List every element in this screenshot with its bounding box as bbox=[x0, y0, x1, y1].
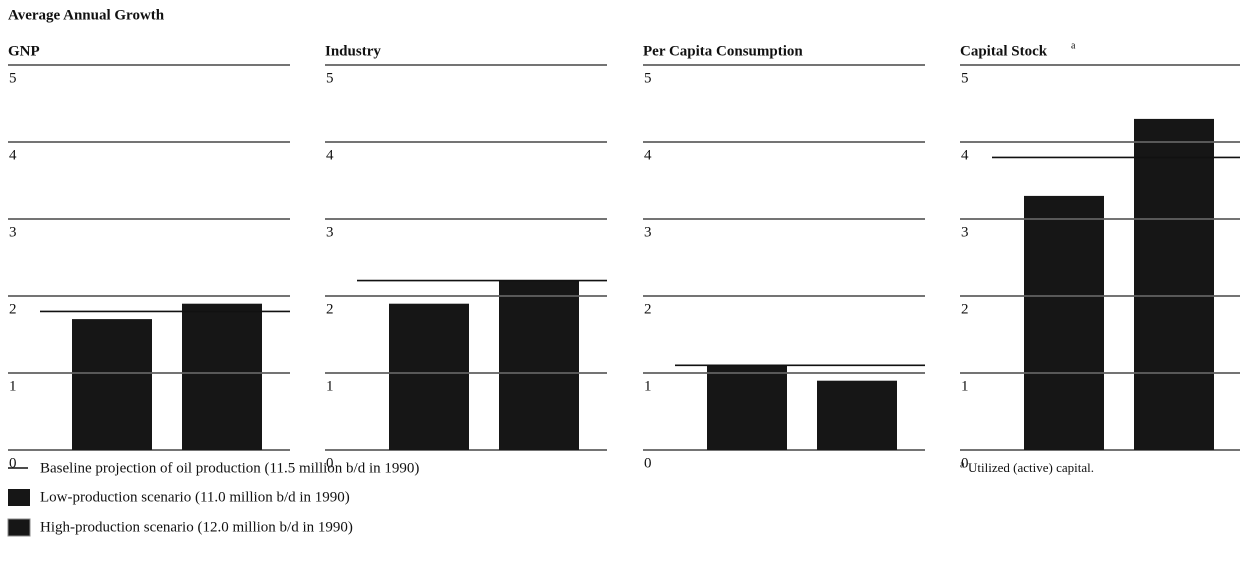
legend-baseline: Baseline projection of oil production (1… bbox=[40, 460, 419, 476]
y-tick-label: 3 bbox=[961, 224, 969, 240]
bar bbox=[707, 365, 787, 450]
y-tick-label: 5 bbox=[9, 70, 17, 86]
bar bbox=[1024, 195, 1104, 450]
legend-low: Low-production scenario (11.0 million b/… bbox=[40, 489, 350, 505]
y-tick-label: 2 bbox=[644, 301, 652, 317]
y-tick-label: 5 bbox=[326, 70, 334, 86]
legend-high-icon bbox=[7, 518, 31, 537]
legend-low-icon bbox=[8, 489, 30, 506]
y-tick-label: 3 bbox=[9, 224, 17, 240]
y-tick-label: 1 bbox=[9, 378, 17, 394]
y-tick-label: 5 bbox=[961, 70, 969, 86]
bar bbox=[72, 319, 152, 450]
y-tick-label: 4 bbox=[9, 147, 17, 163]
y-tick-label: 3 bbox=[326, 224, 334, 240]
panel-title: GNP bbox=[8, 43, 40, 59]
bar bbox=[817, 380, 897, 450]
y-tick-label: 0 bbox=[9, 455, 17, 471]
bar bbox=[499, 280, 579, 450]
y-tick-label: 4 bbox=[644, 147, 652, 163]
y-tick-label: 0 bbox=[961, 455, 969, 471]
y-tick-label: 0 bbox=[644, 455, 652, 471]
y-tick-label: 0 bbox=[326, 455, 334, 471]
panel-title-note: a bbox=[1071, 40, 1076, 51]
y-tick-label: 1 bbox=[326, 378, 334, 394]
y-tick-label: 1 bbox=[961, 378, 969, 394]
figure-title: Average Annual Growth bbox=[8, 7, 165, 23]
panel-title: Capital Stock bbox=[960, 43, 1048, 59]
footnote: Utilized (active) capital. bbox=[968, 460, 1094, 475]
y-tick-label: 1 bbox=[644, 378, 652, 394]
panel-title: Per Capita Consumption bbox=[643, 43, 803, 59]
y-tick-label: 3 bbox=[644, 224, 652, 240]
bar bbox=[1134, 118, 1214, 451]
y-tick-label: 2 bbox=[961, 301, 969, 317]
bar bbox=[182, 303, 262, 450]
y-tick-label: 5 bbox=[644, 70, 652, 86]
bar bbox=[389, 303, 469, 450]
y-tick-label: 4 bbox=[326, 147, 334, 163]
y-tick-label: 4 bbox=[961, 147, 969, 163]
y-tick-label: 2 bbox=[326, 301, 334, 317]
legend-high: High-production scenario (12.0 million b… bbox=[40, 519, 353, 535]
y-tick-label: 2 bbox=[9, 301, 17, 317]
footnote-marker: a bbox=[960, 459, 965, 470]
panel-title: Industry bbox=[325, 43, 381, 59]
